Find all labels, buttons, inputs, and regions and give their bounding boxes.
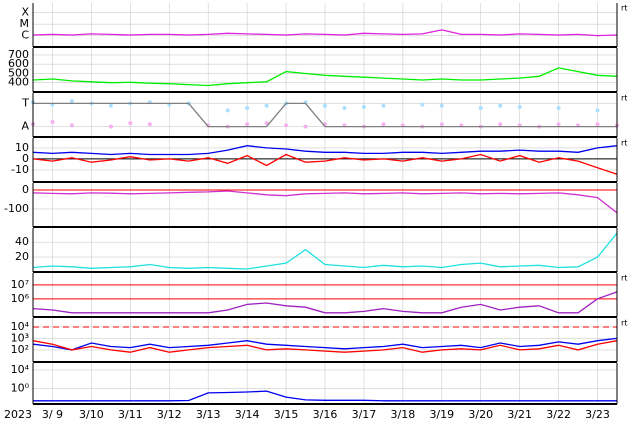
y-tick-label: 10⁷ bbox=[11, 278, 29, 291]
data-point bbox=[108, 103, 113, 108]
x-tick-label: 3/22 bbox=[546, 408, 571, 421]
y-tick-label: 20 bbox=[15, 250, 29, 263]
y-tick-label: A bbox=[21, 120, 29, 133]
y-tick-label: 10³ bbox=[11, 331, 29, 344]
data-point bbox=[264, 121, 269, 126]
data-line bbox=[32, 190, 618, 214]
data-point bbox=[498, 122, 503, 127]
y-tick-label: 0 bbox=[22, 152, 29, 165]
data-point bbox=[225, 108, 230, 113]
data-point bbox=[50, 119, 55, 124]
x-tick-label: 3/12 bbox=[157, 408, 182, 421]
y-tick-label: 10² bbox=[11, 343, 29, 356]
data-point bbox=[556, 106, 561, 111]
data-point bbox=[517, 104, 522, 109]
data-point bbox=[595, 108, 600, 113]
data-point bbox=[245, 106, 250, 111]
data-point bbox=[108, 124, 113, 129]
x-tick-label: 3/15 bbox=[274, 408, 299, 421]
data-point bbox=[147, 122, 152, 127]
x-tick-label: 3/11 bbox=[118, 408, 143, 421]
data-line bbox=[32, 29, 618, 37]
y-tick-label: X bbox=[21, 6, 29, 19]
right-label: rt bbox=[621, 139, 627, 148]
y-tick-label: C bbox=[21, 29, 29, 42]
y-tick-label: 700 bbox=[8, 48, 29, 61]
x-tick-label: 3/16 bbox=[313, 408, 338, 421]
y-tick-label: 10⁶ bbox=[11, 292, 30, 305]
data-point bbox=[478, 106, 483, 111]
y-tick-label: T bbox=[21, 96, 29, 109]
data-point bbox=[323, 103, 327, 108]
data-point bbox=[303, 124, 308, 129]
data-line bbox=[32, 232, 618, 270]
data-line bbox=[32, 153, 618, 175]
x-tick-label: 3/14 bbox=[235, 408, 260, 421]
data-point bbox=[342, 106, 347, 111]
data-point bbox=[556, 122, 561, 127]
data-point bbox=[420, 102, 425, 107]
right-label: rt bbox=[621, 319, 627, 328]
x-tick-label: 3/13 bbox=[196, 408, 221, 421]
y-tick-label: 10⁰ bbox=[11, 381, 30, 394]
x-tick-label: 3/23 bbox=[585, 408, 610, 421]
data-point bbox=[381, 103, 386, 108]
x-tick-label: 3/19 bbox=[429, 408, 454, 421]
x-tick-label: 3/10 bbox=[79, 408, 104, 421]
data-line bbox=[32, 67, 618, 87]
y-tick-label: M bbox=[20, 17, 30, 30]
x-tick-label: 3/18 bbox=[391, 408, 416, 421]
x-tick-label: 3/21 bbox=[507, 408, 532, 421]
data-point bbox=[498, 103, 503, 108]
data-point bbox=[381, 122, 386, 127]
data-point bbox=[595, 122, 600, 127]
x-axis-year: 2023 bbox=[4, 408, 32, 421]
y-tick-label: 400 bbox=[8, 76, 29, 89]
y-tick-label: 10⁴ bbox=[11, 363, 30, 376]
y-tick-label: 0 bbox=[22, 183, 29, 196]
data-point bbox=[128, 121, 133, 126]
data-line bbox=[33, 102, 617, 128]
data-point bbox=[264, 103, 269, 108]
data-line bbox=[33, 390, 617, 402]
data-point bbox=[439, 103, 444, 108]
x-tick-label: 3/17 bbox=[352, 408, 377, 421]
data-point bbox=[69, 123, 74, 128]
data-point bbox=[245, 122, 250, 127]
data-point bbox=[439, 122, 444, 127]
y-tick-label: -100 bbox=[4, 202, 29, 215]
data-point bbox=[361, 104, 366, 109]
right-label: rt bbox=[621, 94, 627, 103]
y-tick-label: 500 bbox=[8, 66, 29, 79]
x-tick-label: 3/20 bbox=[468, 408, 493, 421]
data-line bbox=[32, 337, 618, 351]
data-point bbox=[284, 123, 289, 128]
data-line bbox=[32, 291, 618, 314]
y-tick-label: 600 bbox=[8, 57, 29, 70]
data-point bbox=[69, 99, 74, 104]
y-tick-label: -10 bbox=[11, 163, 29, 176]
x-tick-label: 3/ 9 bbox=[42, 408, 63, 421]
y-tick-label: 40 bbox=[15, 235, 29, 248]
right-label: rt bbox=[621, 274, 627, 283]
y-tick-label: 10 bbox=[15, 141, 29, 154]
data-line bbox=[32, 340, 618, 353]
right-label: rt bbox=[621, 4, 627, 13]
data-line bbox=[32, 145, 618, 156]
y-tick-label: 10⁴ bbox=[11, 320, 30, 333]
